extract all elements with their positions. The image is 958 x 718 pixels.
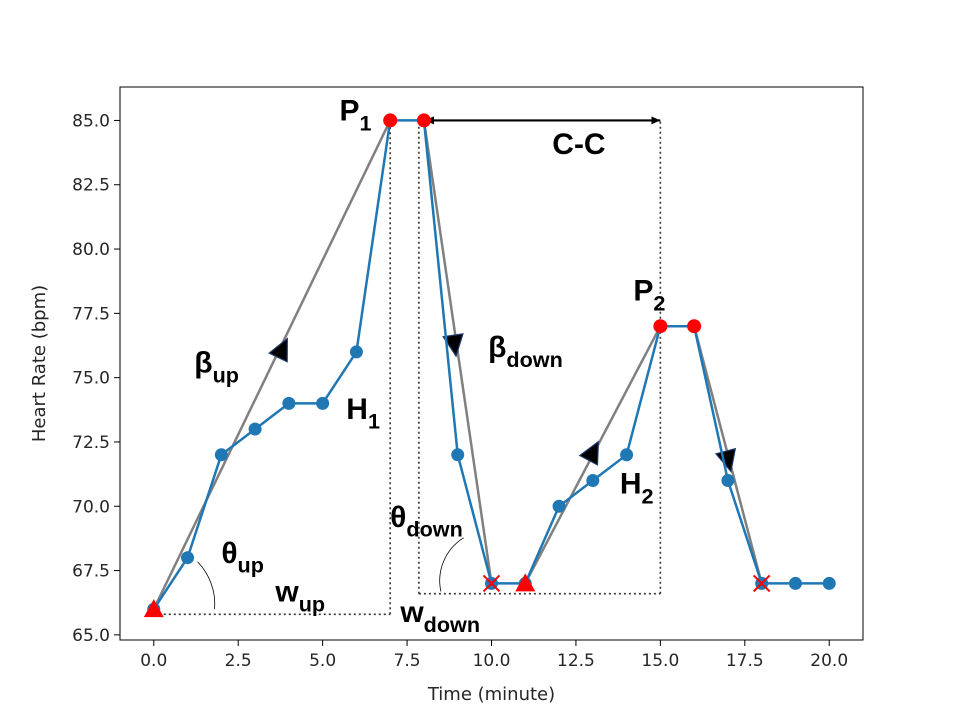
x-tick-label: 20.0 bbox=[810, 651, 848, 671]
annotation-main-text: H bbox=[346, 393, 368, 426]
x-tick-label: 2.5 bbox=[225, 651, 252, 671]
annotation-p1: P1 bbox=[340, 94, 372, 135]
annotation-main-text: H bbox=[620, 467, 642, 500]
y-tick-label: 70.0 bbox=[72, 497, 110, 517]
annotation-main-text: P bbox=[340, 94, 360, 127]
heart-rate-point bbox=[248, 422, 262, 436]
heart-rate-point bbox=[214, 448, 228, 462]
annotation-w-up: wup bbox=[274, 575, 325, 616]
annotation-w-down: wdown bbox=[399, 596, 480, 637]
y-tick-label: 67.5 bbox=[72, 562, 110, 582]
heart-rate-point bbox=[721, 474, 735, 488]
annotation-main-text: θ bbox=[390, 501, 406, 534]
peak-marker bbox=[383, 113, 398, 128]
annotation-h1: H1 bbox=[346, 393, 380, 434]
annotation-main-text: w bbox=[399, 596, 424, 629]
x-tick-label: 12.5 bbox=[557, 651, 595, 671]
annotation-main-text: β bbox=[194, 347, 212, 380]
angle-arc bbox=[439, 537, 464, 592]
heart-rate-line bbox=[152, 119, 830, 610]
x-axis-title: Time (minute) bbox=[427, 684, 555, 705]
annotation-theta-up: θup bbox=[221, 537, 264, 578]
y-tick-label: 80.0 bbox=[72, 240, 110, 260]
annotation-main-text: P bbox=[633, 274, 653, 307]
y-tick-label: 77.5 bbox=[72, 304, 110, 324]
heart-rate-point bbox=[822, 576, 836, 590]
trend-arrowhead bbox=[268, 337, 288, 363]
annotation-subscript: 1 bbox=[360, 110, 372, 135]
valley-end-marker bbox=[482, 574, 501, 593]
series-layer bbox=[147, 113, 836, 616]
heart-rate-point bbox=[316, 396, 330, 410]
guides-layer bbox=[153, 116, 662, 616]
annotation-beta-down: βdown bbox=[488, 331, 563, 372]
heart-rate-point bbox=[282, 396, 296, 410]
annotation-subscript: down bbox=[406, 517, 462, 542]
x-tick-label: 0.0 bbox=[140, 651, 167, 671]
valley-start-marker bbox=[515, 573, 536, 592]
x-tick-label: 17.5 bbox=[726, 651, 764, 671]
annotation-subscript: 2 bbox=[653, 290, 665, 315]
annotation-main-text: β bbox=[488, 331, 506, 364]
x-tick-label: 7.5 bbox=[394, 651, 421, 671]
valley-start-marker bbox=[143, 599, 164, 618]
trend-arrowhead bbox=[714, 447, 737, 473]
y-tick-label: 72.5 bbox=[72, 433, 110, 453]
annotation-subscript: up bbox=[299, 591, 325, 616]
y-tick-label: 85.0 bbox=[72, 111, 110, 131]
annotation-main-text: θ bbox=[221, 537, 237, 570]
heart-rate-point bbox=[349, 345, 363, 359]
trend-arrowhead bbox=[442, 333, 464, 358]
heart-rate-point bbox=[586, 474, 600, 488]
annotation-subscript: 2 bbox=[642, 483, 654, 508]
y-tick-label: 75.0 bbox=[72, 369, 110, 389]
annotation-theta-down: θdown bbox=[390, 501, 463, 542]
axes-layer: 0.0 2.5 5.0 7.5 10.0 12.5 15.0 17.5 20.0 65.0 67.5… bbox=[72, 111, 848, 671]
annotation-main-text: C-C bbox=[552, 128, 605, 161]
peak-marker bbox=[687, 319, 702, 334]
annotation-subscript: down bbox=[506, 347, 562, 372]
x-tick-label: 5.0 bbox=[309, 651, 336, 671]
annotation-p2: P2 bbox=[633, 274, 665, 315]
annotation-beta-up: βup bbox=[194, 347, 239, 388]
annotation-h2: H2 bbox=[620, 467, 654, 508]
trend-arrowhead bbox=[578, 440, 600, 466]
peak-marker bbox=[653, 319, 668, 334]
y-axis-title: Heart Rate (bpm) bbox=[29, 285, 50, 442]
trend-layer bbox=[152, 119, 763, 610]
angle-arc bbox=[197, 561, 216, 610]
y-tick-label: 65.0 bbox=[72, 626, 110, 646]
heart-rate-point bbox=[451, 448, 465, 462]
peak-marker bbox=[416, 113, 431, 128]
annotation-cc: C-C bbox=[552, 128, 605, 161]
annotation-subscript: up bbox=[238, 553, 264, 578]
y-tick-label: 82.5 bbox=[72, 176, 110, 196]
x-tick-label: 10.0 bbox=[473, 651, 511, 671]
heart-rate-point bbox=[788, 576, 802, 590]
annotation-subscript: down bbox=[424, 612, 480, 637]
heart-rate-point bbox=[552, 499, 566, 513]
valley-end-marker bbox=[752, 574, 771, 593]
x-tick-label: 15.0 bbox=[641, 651, 679, 671]
annotation-main-text: w bbox=[274, 575, 299, 608]
markers-layer bbox=[143, 113, 771, 618]
trend-line bbox=[152, 119, 392, 610]
heart-rate-point bbox=[181, 551, 195, 565]
heart-rate-point bbox=[620, 448, 634, 462]
annotation-subscript: up bbox=[213, 362, 239, 387]
annotation-subscript: 1 bbox=[368, 409, 380, 434]
